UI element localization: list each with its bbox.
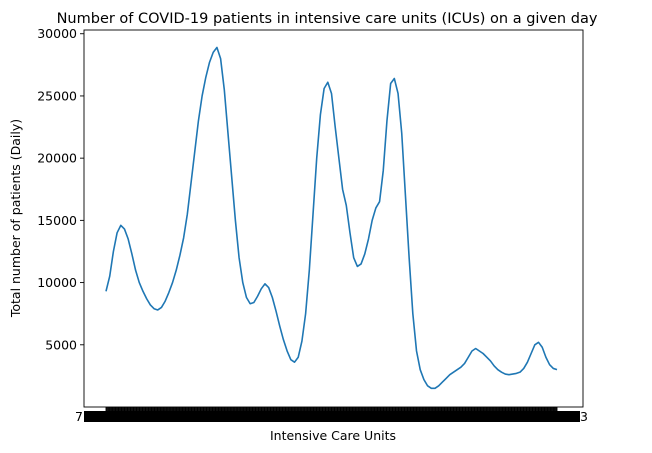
x-axis-label: Intensive Care Units (270, 428, 396, 443)
plot-frame (83, 29, 584, 408)
plot-area: 5000 10000 15000 20000 25000 30000 (37, 26, 584, 411)
y-axis-ticks: 5000 10000 15000 20000 25000 30000 (37, 26, 84, 352)
y-tick-label: 10000 (37, 275, 77, 290)
chart-title: Number of COVID-19 patients in intensive… (57, 11, 598, 27)
y-tick-label: 5000 (45, 337, 77, 352)
y-tick-label: 25000 (37, 88, 77, 103)
x-tick-label-band (84, 411, 580, 422)
x-tick-label-last: 3 (580, 409, 588, 424)
x-tick-label-first: 7 (75, 409, 83, 424)
y-tick-label: 20000 (37, 151, 77, 166)
y-axis-label: Total number of patients (Daily) (8, 119, 23, 318)
series-line (105, 46, 558, 390)
y-tick-label: 15000 (37, 213, 77, 228)
y-tick-label: 30000 (37, 26, 77, 41)
x-tick-label-smear (84, 411, 580, 422)
x-axis-ticks (105, 407, 558, 411)
